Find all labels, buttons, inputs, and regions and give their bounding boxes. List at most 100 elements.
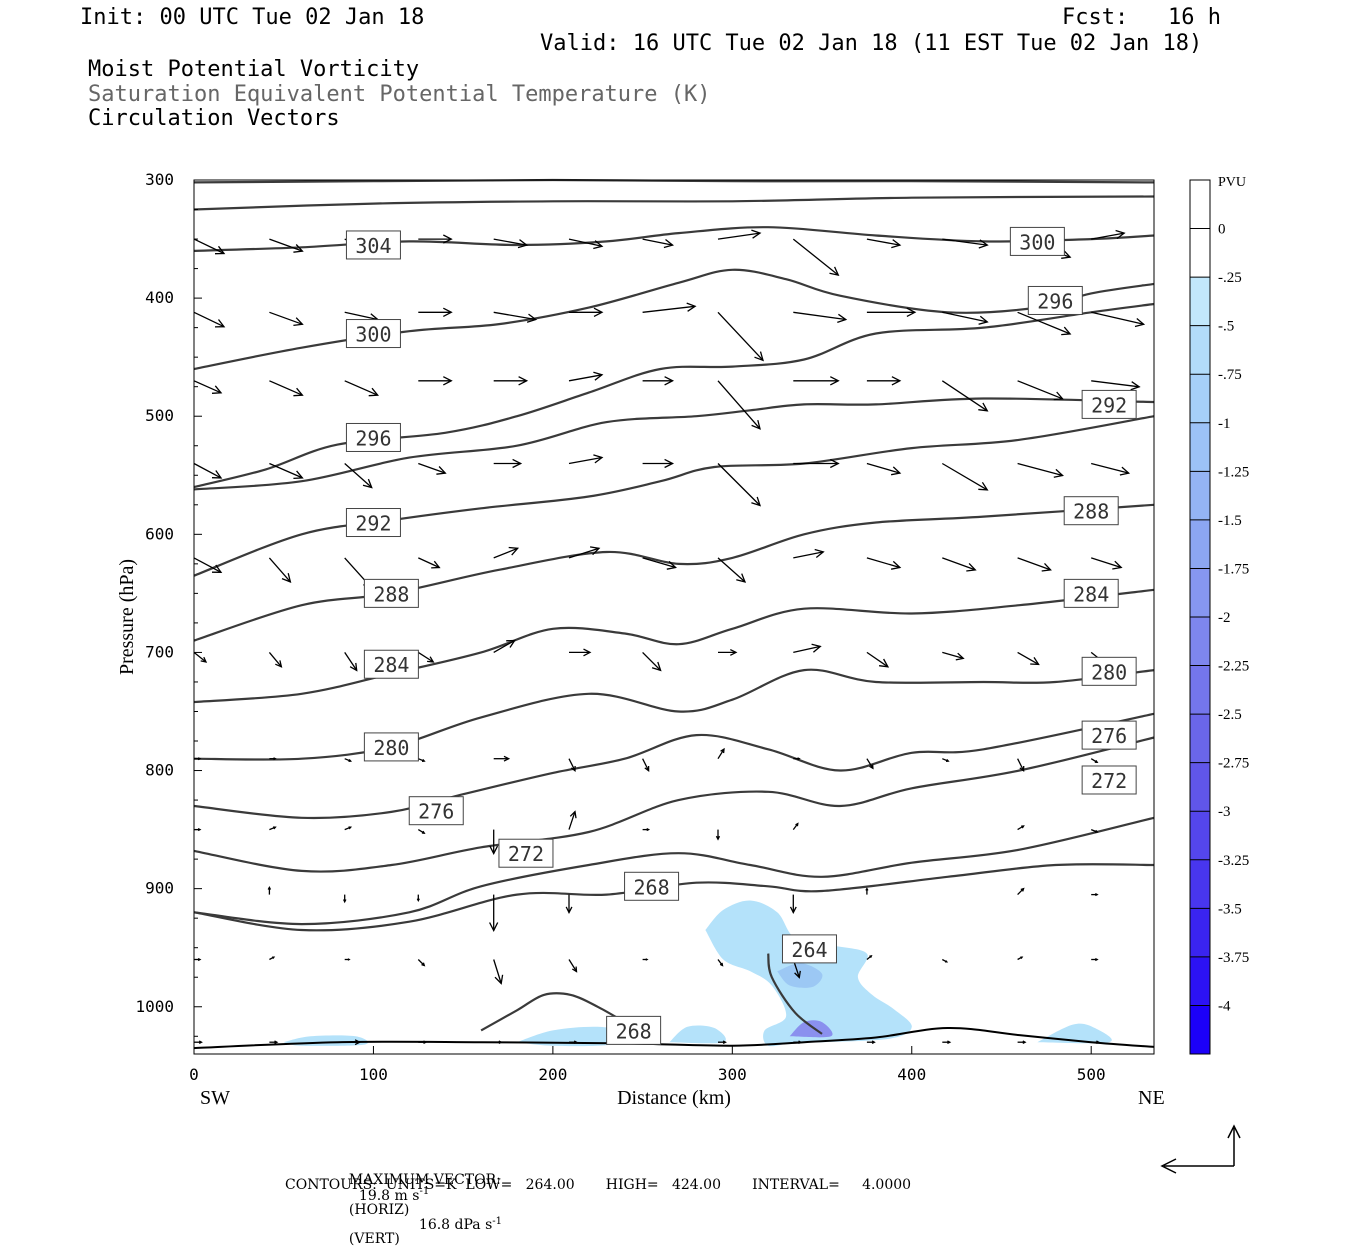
circulation-vector — [718, 649, 738, 656]
circulation-vector — [1017, 758, 1025, 772]
vector-head — [1022, 1040, 1027, 1044]
vector-shaft — [568, 758, 576, 771]
circulation-vector — [866, 758, 874, 770]
vector-shaft — [866, 651, 889, 668]
vector-head — [1134, 318, 1146, 328]
circulation-vector — [793, 458, 840, 469]
circulation-vector — [344, 826, 353, 831]
reference-vector-icon — [1160, 1124, 1241, 1174]
circulation-vector — [717, 959, 724, 967]
circulation-vector — [493, 311, 538, 323]
circulation-vector — [568, 758, 576, 772]
isentrope-label-text: 284 — [373, 653, 409, 677]
isentrope-label: 296 — [1027, 285, 1083, 315]
vector-head — [664, 458, 675, 469]
circulation-vector — [268, 557, 292, 583]
vector-head — [198, 1040, 203, 1044]
circulation-vector — [715, 829, 721, 841]
vector-head — [666, 560, 677, 570]
circulation-vector — [493, 238, 529, 249]
vector-shaft — [418, 462, 446, 474]
circulation-vector — [568, 546, 601, 559]
max-vector-line: MAXIMUM VECTOR: 19.8 m s-1 (HORIZ) 16.8 … — [340, 1159, 502, 1246]
circulation-vector — [866, 557, 902, 570]
vector-shaft — [717, 463, 761, 506]
vector-head — [343, 899, 347, 904]
circulation-vector — [344, 463, 373, 489]
vector-head — [719, 962, 724, 967]
circulation-vector — [493, 755, 511, 762]
colorbar-tick-label: -.5 — [1218, 319, 1234, 335]
vector-shaft — [717, 311, 764, 361]
vector-head — [273, 757, 277, 761]
vector-head — [573, 1040, 578, 1044]
vector-head — [1096, 1040, 1101, 1044]
circulation-vector — [941, 958, 949, 963]
isentrope-label-box — [1081, 656, 1137, 686]
circulation-vector — [866, 307, 917, 317]
vector-head — [583, 648, 592, 657]
vector-head — [368, 387, 380, 397]
vector-head — [1020, 956, 1024, 959]
circulation-vector — [942, 1040, 952, 1044]
vector-shaft — [269, 238, 303, 252]
vector-head — [722, 1040, 727, 1044]
vector-shaft — [642, 651, 662, 671]
circulation-vector — [717, 311, 764, 362]
vector-shaft — [568, 959, 578, 972]
circulation-vector — [568, 454, 604, 465]
isentrope-label: 264 — [781, 934, 837, 964]
isentrope-line — [193, 195, 1155, 211]
circulation-vector — [1017, 825, 1025, 831]
vector-shaft — [193, 462, 222, 479]
vector-head — [443, 307, 453, 317]
colorbar-swatch — [1190, 180, 1210, 230]
circulation-vector — [642, 557, 677, 570]
circulation-vector — [493, 1040, 503, 1044]
circulation-vector — [1017, 462, 1064, 478]
vector-head — [421, 758, 426, 762]
circulation-vector — [193, 557, 223, 573]
vector-head — [1094, 829, 1099, 833]
vector-head — [293, 317, 304, 327]
valid-time: Valid: 16 UTC Tue 02 Jan 18 (11 EST Tue … — [540, 31, 1203, 56]
circulation-vector — [418, 376, 453, 386]
vector-head — [829, 266, 840, 277]
circulation-vector — [789, 894, 797, 915]
isentrope-label: 292 — [345, 508, 401, 538]
circulation-vector — [793, 1040, 803, 1044]
vector-head — [443, 234, 453, 244]
vector-head — [565, 906, 573, 915]
vector-head — [517, 239, 529, 249]
vector-head — [1053, 391, 1064, 401]
vector-shaft — [866, 238, 901, 246]
circulation-vector — [493, 376, 529, 386]
vector-head — [865, 887, 869, 891]
isentrope-label-box — [1063, 578, 1119, 608]
circulation-vector — [642, 758, 650, 772]
circulation-vector — [269, 311, 304, 327]
vector-shaft — [1091, 380, 1140, 388]
colorbar-tick-label: -2.5 — [1218, 707, 1242, 723]
vector-shaft — [268, 557, 291, 583]
x-tick-label: 0 — [189, 1065, 199, 1084]
vector-shaft — [793, 311, 846, 321]
vector-head — [211, 470, 223, 479]
ground-line — [193, 1026, 1155, 1050]
vector-shaft — [642, 758, 650, 771]
colorbar-swatch — [1190, 908, 1210, 958]
vector-head — [795, 822, 799, 827]
vector-shaft — [418, 557, 440, 569]
circulation-vector — [1091, 557, 1123, 570]
vector-head — [427, 656, 435, 663]
vector-shaft — [193, 380, 222, 394]
vector-shaft — [942, 651, 964, 660]
pv-shade-region — [669, 1025, 726, 1044]
isentrope-label-text: 288 — [1073, 500, 1109, 524]
circulation-vector — [417, 959, 426, 967]
circulation-vector — [344, 652, 358, 672]
circulation-vector — [793, 376, 840, 386]
circulation-vector — [489, 894, 499, 933]
vector-shaft — [493, 311, 536, 321]
circulation-vector — [493, 458, 523, 469]
